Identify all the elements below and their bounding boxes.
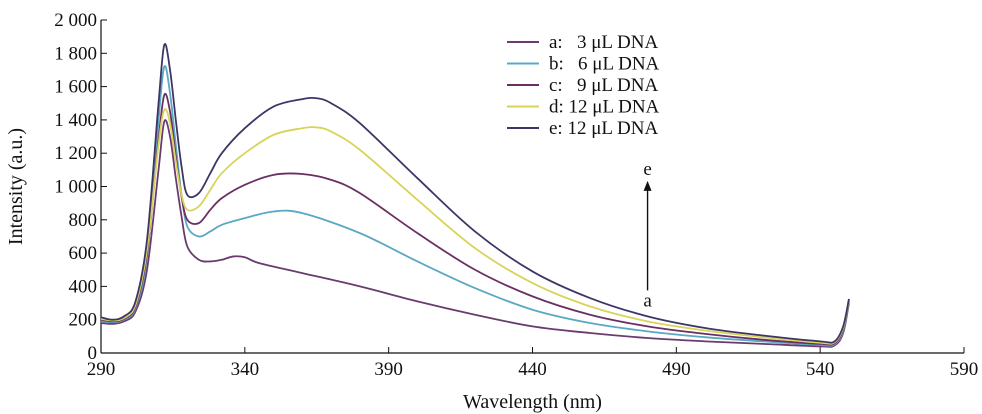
annotation-label: a bbox=[643, 290, 652, 311]
y-tick-label: 0 bbox=[88, 343, 98, 364]
trend-arrow-head bbox=[643, 180, 652, 191]
x-tick-label: 540 bbox=[806, 359, 835, 380]
y-tick-label: 600 bbox=[69, 243, 98, 264]
chart-annotations: ea bbox=[643, 159, 652, 312]
x-tick-label: 340 bbox=[231, 359, 260, 380]
x-axis-title: Wavelength (nm) bbox=[463, 391, 602, 413]
x-tick-label: 390 bbox=[374, 359, 403, 380]
y-tick-label: 400 bbox=[69, 276, 98, 297]
legend-label: b: 6 μL DNA bbox=[549, 54, 660, 75]
annotation-label: e bbox=[643, 159, 651, 180]
chart-axes: 290 340 390 440 490 540 590 0 200 400 600 800 1 000 1… bbox=[54, 10, 978, 380]
x-tick-label: 440 bbox=[518, 359, 547, 380]
series-line-1 bbox=[100, 119, 850, 348]
y-tick-label: 200 bbox=[69, 310, 98, 331]
series-line-4 bbox=[100, 108, 850, 345]
series-line-5 bbox=[100, 43, 850, 344]
legend-label: c: 9 μL DNA bbox=[549, 75, 658, 96]
y-tick-label: 1 400 bbox=[54, 110, 97, 131]
y-tick-label: 1 200 bbox=[54, 143, 97, 164]
legend-label: e: 12 μL DNA bbox=[549, 118, 658, 139]
x-tick-label: 590 bbox=[950, 359, 979, 380]
x-tick-label: 490 bbox=[662, 359, 691, 380]
y-tick-label: 2 000 bbox=[54, 10, 97, 31]
series-group bbox=[100, 43, 850, 348]
y-tick-label: 1 600 bbox=[54, 77, 97, 98]
legend-label: a: 3 μL DNA bbox=[549, 32, 658, 53]
y-axis-title: Intensity (a.u.) bbox=[5, 128, 27, 245]
y-tick-label: 1 800 bbox=[54, 43, 97, 64]
y-tick-label: 800 bbox=[69, 210, 98, 231]
series-line-3 bbox=[100, 92, 850, 346]
legend-label: d: 12 μL DNA bbox=[549, 97, 660, 118]
y-tick-label: 1 000 bbox=[54, 177, 97, 198]
x-tick-label: 290 bbox=[87, 359, 116, 380]
